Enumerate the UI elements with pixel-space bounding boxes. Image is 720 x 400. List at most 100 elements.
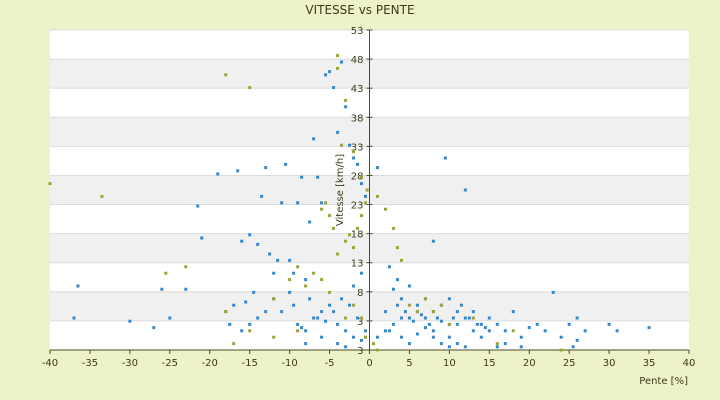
data-point xyxy=(471,316,475,320)
data-point xyxy=(184,265,188,269)
data-point xyxy=(232,342,236,346)
data-point xyxy=(375,166,379,170)
data-point xyxy=(364,335,368,339)
data-point xyxy=(447,345,451,349)
data-point xyxy=(304,284,308,288)
data-point xyxy=(348,303,352,307)
y-tick-label: 33 xyxy=(351,142,364,153)
data-point xyxy=(288,290,292,294)
data-point xyxy=(324,201,328,205)
data-point xyxy=(312,316,316,320)
data-point xyxy=(316,316,320,320)
data-point xyxy=(395,246,399,250)
data-point xyxy=(324,73,328,77)
data-point xyxy=(375,194,379,198)
data-point xyxy=(240,239,244,243)
data-point xyxy=(411,319,415,323)
data-point xyxy=(328,290,332,294)
data-point xyxy=(152,326,156,330)
data-point xyxy=(479,322,483,326)
data-point xyxy=(423,297,427,301)
data-point xyxy=(300,175,304,179)
data-point xyxy=(471,329,475,333)
data-point xyxy=(447,297,451,301)
data-point xyxy=(352,335,356,339)
data-point xyxy=(304,342,308,346)
data-point xyxy=(447,335,451,339)
data-point xyxy=(391,287,395,291)
data-point xyxy=(272,335,276,339)
data-point xyxy=(519,345,523,349)
data-point xyxy=(395,278,399,282)
y-tick-label: 43 xyxy=(351,84,364,95)
data-point xyxy=(236,169,240,173)
data-point xyxy=(371,342,375,346)
chart-title: VITESSE vs PENTE xyxy=(305,3,414,17)
data-point xyxy=(320,335,324,339)
data-point xyxy=(352,284,356,288)
x-tick-label: -20 xyxy=(202,358,218,369)
data-point xyxy=(268,252,272,256)
data-point xyxy=(467,316,471,320)
data-point xyxy=(387,265,391,269)
data-point xyxy=(503,342,507,346)
x-tick-label: -40 xyxy=(42,358,58,369)
data-point xyxy=(487,316,491,320)
data-point xyxy=(252,290,256,294)
data-point xyxy=(559,335,563,339)
data-point xyxy=(360,271,364,275)
data-point xyxy=(511,329,515,333)
data-point xyxy=(292,271,296,275)
data-point xyxy=(308,220,312,224)
data-point xyxy=(328,70,332,74)
tick-labels: -40 -35 -30 -25 -20 -15 -10 -5 0 5 10 15 20 25 30 35 40 3… xyxy=(42,26,696,369)
data-point xyxy=(415,332,419,336)
data-point xyxy=(348,233,352,237)
data-point xyxy=(395,303,399,307)
data-point xyxy=(399,258,403,262)
x-tick-label: -35 xyxy=(82,358,98,369)
data-point xyxy=(304,329,308,333)
data-point xyxy=(495,342,499,346)
data-point xyxy=(407,342,411,346)
data-point xyxy=(320,207,324,211)
data-point xyxy=(455,322,459,326)
data-point xyxy=(340,60,344,64)
data-point xyxy=(336,54,340,58)
data-point xyxy=(328,303,332,307)
x-tick-label: 35 xyxy=(643,358,656,369)
x-tick-label: 10 xyxy=(443,358,456,369)
y-tick-label: 13 xyxy=(351,259,364,270)
data-point xyxy=(443,156,447,160)
data-point xyxy=(407,316,411,320)
data-point xyxy=(256,316,260,320)
data-point xyxy=(439,319,443,323)
y-axis-label: Vitesse [km/h] xyxy=(335,154,346,226)
data-point xyxy=(403,310,407,314)
data-point xyxy=(559,348,563,352)
data-point xyxy=(356,226,360,230)
y-tick-label: 3 xyxy=(357,317,363,328)
data-point xyxy=(292,303,296,307)
data-point xyxy=(543,329,547,333)
data-point xyxy=(344,239,348,243)
data-point xyxy=(280,310,284,314)
data-point xyxy=(276,258,280,262)
data-point xyxy=(312,137,316,141)
data-point xyxy=(365,188,369,192)
x-tick-label: -25 xyxy=(162,358,178,369)
data-point xyxy=(184,287,188,291)
data-point xyxy=(332,86,336,90)
data-point xyxy=(615,329,619,333)
data-point xyxy=(300,326,304,330)
data-point xyxy=(487,329,491,333)
x-tick-label: 25 xyxy=(563,358,576,369)
data-point xyxy=(320,310,324,314)
data-point xyxy=(344,316,348,320)
data-points xyxy=(48,54,651,352)
data-point xyxy=(324,319,328,323)
data-point xyxy=(296,322,300,326)
data-point xyxy=(391,226,395,230)
data-point xyxy=(439,303,443,307)
